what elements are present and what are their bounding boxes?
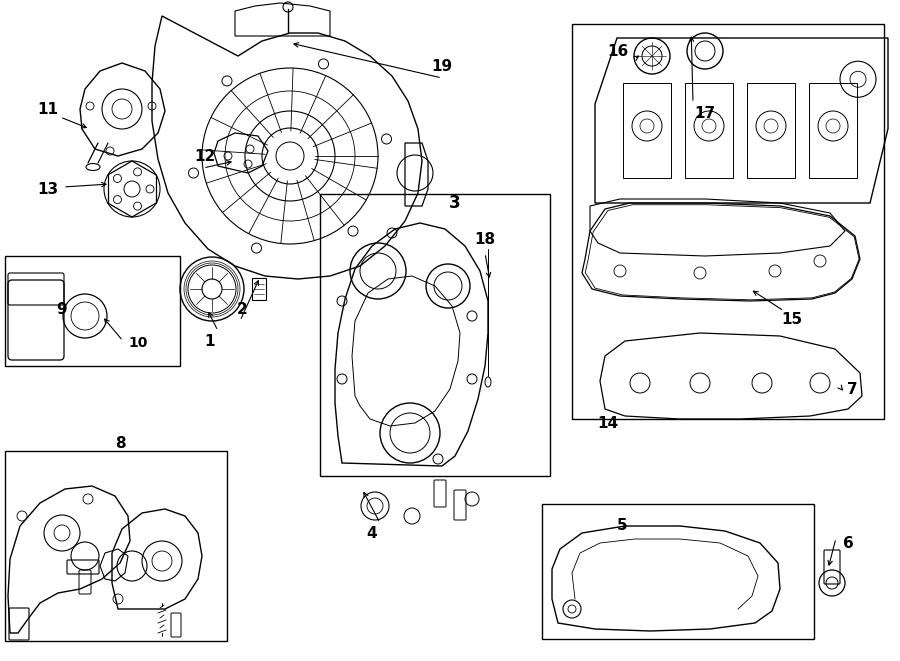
- Text: 1: 1: [205, 334, 215, 348]
- Text: 11: 11: [38, 102, 58, 116]
- Bar: [623, 83, 671, 178]
- Bar: [747, 83, 795, 178]
- Bar: [542, 504, 814, 639]
- Text: 17: 17: [695, 106, 716, 120]
- Text: 12: 12: [194, 149, 216, 163]
- Bar: [809, 83, 857, 178]
- Text: 15: 15: [781, 311, 803, 327]
- Text: 7: 7: [847, 381, 858, 397]
- Text: 18: 18: [474, 231, 496, 247]
- Bar: [320, 194, 550, 476]
- Bar: [685, 83, 733, 178]
- Text: 10: 10: [129, 336, 148, 350]
- Text: 2: 2: [237, 301, 248, 317]
- Text: 13: 13: [38, 182, 58, 196]
- Text: 16: 16: [608, 44, 628, 59]
- Text: 8: 8: [114, 436, 125, 451]
- Text: 9: 9: [57, 301, 68, 317]
- Text: 4: 4: [366, 525, 377, 541]
- Bar: [5, 256, 180, 366]
- Text: 3: 3: [449, 194, 461, 212]
- Bar: [5, 451, 227, 641]
- Text: 5: 5: [616, 518, 627, 533]
- Text: 6: 6: [842, 535, 853, 551]
- Bar: [572, 24, 884, 419]
- Text: 19: 19: [431, 59, 453, 73]
- Text: 14: 14: [598, 416, 618, 430]
